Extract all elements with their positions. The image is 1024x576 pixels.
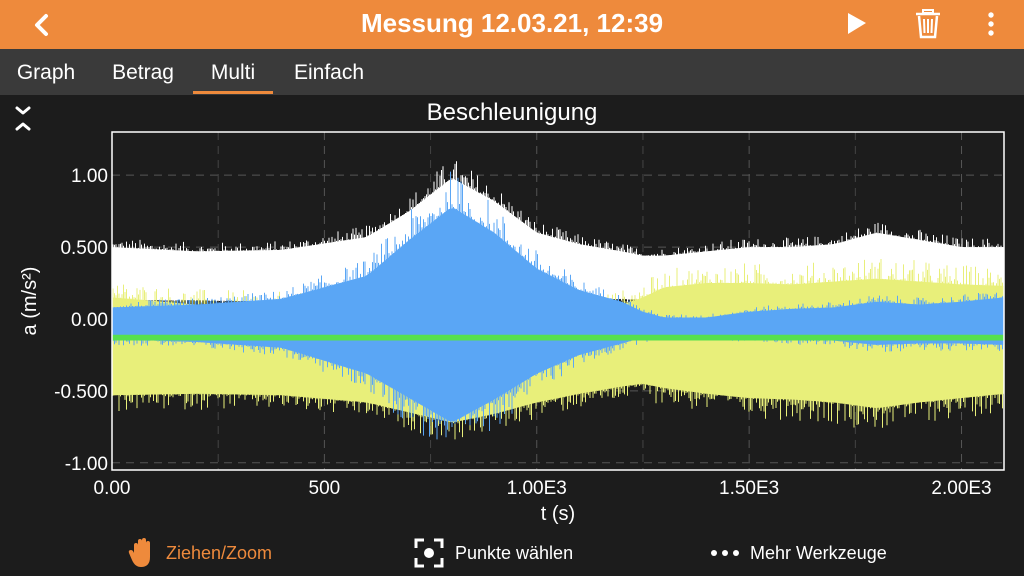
bottom-toolbar: Ziehen/Zoom Punkte wählen Mehr Werkzeuge bbox=[0, 530, 1024, 576]
pan-zoom-label: Ziehen/Zoom bbox=[166, 542, 273, 563]
x-tick-label: 500 bbox=[309, 478, 341, 499]
tab-betrag[interactable]: Betrag bbox=[112, 61, 174, 84]
hand-icon bbox=[128, 537, 156, 569]
x-tick-label: 0.00 bbox=[94, 478, 131, 499]
tab-graph[interactable]: Graph bbox=[16, 61, 76, 84]
pan-zoom-tool[interactable]: Ziehen/Zoom bbox=[128, 530, 272, 576]
y-tick-label: -0.500 bbox=[54, 382, 108, 403]
acceleration-chart[interactable]: 0.00 500 1.00E3 1.50E3 2.00E3 1.00 0.500 0.00 -0… bbox=[0, 0, 1024, 530]
series-noise bbox=[112, 171, 1003, 440]
y-tick-label: 0.500 bbox=[60, 238, 108, 259]
trash-icon bbox=[916, 9, 940, 39]
y-tick-label: -1.00 bbox=[65, 454, 108, 475]
x-axis-label: t (s) bbox=[541, 503, 575, 525]
x-tick-label: 1.00E3 bbox=[507, 478, 567, 499]
chevron-left-icon bbox=[35, 14, 48, 36]
series-envelope bbox=[112, 334, 1004, 341]
y-tick-label: 1.00 bbox=[71, 166, 108, 187]
more-tools-label: Mehr Werkzeuge bbox=[750, 542, 887, 563]
x-tick-label: 1.50E3 bbox=[719, 478, 779, 499]
plot-area[interactable] bbox=[111, 131, 1005, 471]
pick-points-label: Punkte wählen bbox=[455, 542, 574, 563]
x-tick-label: 2.00E3 bbox=[931, 478, 991, 499]
tab-bar: Graph Betrag Multi Einfach bbox=[0, 49, 1024, 95]
chart-title: Beschleunigung bbox=[426, 99, 598, 126]
more-tools-button[interactable]: Mehr Werkzeuge bbox=[710, 530, 887, 576]
delete-button[interactable] bbox=[913, 8, 943, 40]
series-3 bbox=[112, 334, 1004, 341]
active-tab-indicator bbox=[193, 91, 273, 94]
overflow-menu-button[interactable] bbox=[980, 8, 1002, 40]
play-icon bbox=[848, 13, 866, 34]
tab-einfach[interactable]: Einfach bbox=[293, 61, 365, 84]
back-button[interactable] bbox=[28, 8, 56, 42]
y-axis-label: a (m/s²) bbox=[19, 267, 41, 336]
axis-ticks: 0.00 500 1.00E3 1.50E3 2.00E3 1.00 0.500 0.00 -0… bbox=[54, 166, 992, 499]
series-layer bbox=[112, 161, 1004, 440]
pick-points-tool[interactable]: Punkte wählen bbox=[413, 530, 573, 576]
more-horizontal-icon bbox=[710, 548, 740, 558]
collapse-chevrons-icon bbox=[15, 106, 31, 131]
play-button[interactable] bbox=[843, 8, 871, 40]
collapse-expand-button[interactable] bbox=[12, 104, 34, 134]
more-vertical-icon bbox=[988, 12, 994, 36]
focus-frame-icon bbox=[413, 537, 445, 569]
y-tick-label: 0.00 bbox=[71, 310, 108, 331]
tab-multi[interactable]: Multi bbox=[210, 61, 256, 84]
series-2 bbox=[112, 171, 1004, 440]
